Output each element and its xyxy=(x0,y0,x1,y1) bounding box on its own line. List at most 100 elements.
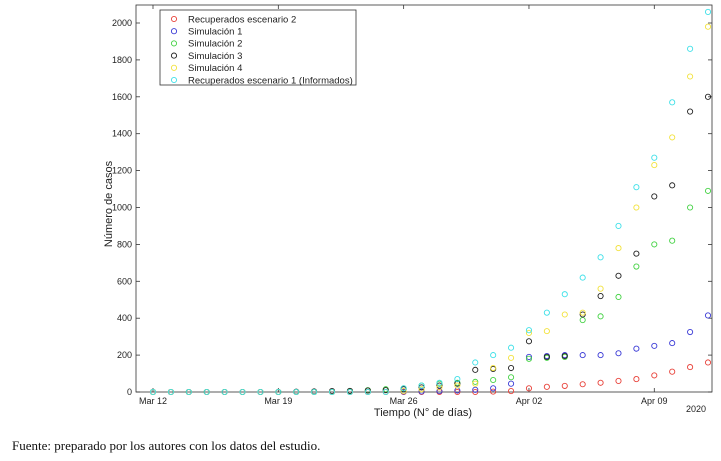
data-point xyxy=(597,313,604,320)
data-point xyxy=(633,250,640,257)
series-6 xyxy=(149,8,712,396)
data-point xyxy=(704,312,712,319)
series-4 xyxy=(149,93,712,396)
data-point xyxy=(633,263,640,270)
data-point xyxy=(508,388,515,395)
data-point xyxy=(669,368,676,375)
data-point xyxy=(579,316,586,324)
y-tick-label: 800 xyxy=(117,239,132,249)
legend-marker xyxy=(170,15,178,23)
data-point xyxy=(543,328,550,335)
data-point xyxy=(687,328,694,336)
y-tick-label: 1600 xyxy=(112,92,132,102)
data-point xyxy=(436,382,443,389)
data-point xyxy=(633,376,640,383)
y-tick-label: 400 xyxy=(117,313,132,323)
data-point xyxy=(704,23,712,30)
data-point xyxy=(311,388,318,396)
legend-marker xyxy=(170,52,178,59)
x-tick-label: Apr 02 xyxy=(516,396,543,406)
data-point xyxy=(525,385,533,392)
data-point xyxy=(490,352,497,359)
data-point xyxy=(651,342,658,349)
legend-entry: Recuperados escenario 2 xyxy=(188,14,296,25)
data-point xyxy=(221,388,228,396)
data-point xyxy=(615,222,622,229)
data-point xyxy=(525,329,533,337)
data-point xyxy=(472,388,479,396)
legend-entry: Simulación 4 xyxy=(188,63,242,74)
data-point xyxy=(490,388,497,395)
data-point xyxy=(633,184,640,191)
data-point xyxy=(490,376,497,384)
series-2 xyxy=(149,312,712,396)
y-tick-label: 0 xyxy=(127,387,132,397)
y-tick-label: 1400 xyxy=(112,129,132,139)
legend-entry: Recuperados escenario 1 (Informados) xyxy=(188,75,353,86)
x-axis: Mar 12 Mar 19 Mar 26 Apr 02 Apr 09 xyxy=(139,5,668,406)
data-point xyxy=(597,352,604,359)
data-point xyxy=(508,364,515,372)
data-point xyxy=(436,384,443,391)
x-tick-label: Apr 09 xyxy=(641,396,668,406)
legend-marker xyxy=(170,40,178,47)
data-point xyxy=(472,378,479,385)
series-1 xyxy=(149,359,712,396)
data-point xyxy=(525,338,533,345)
data-point xyxy=(382,387,389,394)
data-point xyxy=(651,162,658,169)
legend-marker xyxy=(170,28,178,35)
data-point xyxy=(472,386,479,393)
data-point xyxy=(704,359,712,366)
data-point xyxy=(508,380,515,387)
data-point xyxy=(328,388,336,396)
data-point xyxy=(597,379,604,386)
data-point xyxy=(579,381,586,388)
data-point xyxy=(418,384,425,391)
data-point xyxy=(364,388,371,396)
data-point xyxy=(293,388,300,396)
data-point xyxy=(687,73,694,80)
legend-entry: Simulación 1 xyxy=(188,27,242,38)
data-point xyxy=(579,352,586,359)
data-point xyxy=(400,385,407,392)
data-point xyxy=(615,293,622,301)
series-3 xyxy=(149,187,712,396)
data-point xyxy=(597,285,604,292)
data-point xyxy=(454,376,461,383)
x-tick-label: Mar 26 xyxy=(390,396,418,406)
recovered-cases-chart: 0 200 400 600 800 1000 1200 1400 1600 1800 2000 Ma… xyxy=(103,4,713,419)
data-point xyxy=(508,374,515,381)
data-point xyxy=(651,154,658,161)
data-point xyxy=(633,204,640,211)
data-point xyxy=(346,388,353,396)
data-point xyxy=(687,108,694,115)
data-point xyxy=(543,309,550,316)
data-point xyxy=(704,93,712,100)
data-point xyxy=(472,366,479,373)
data-point xyxy=(615,377,622,384)
y-tick-label: 2000 xyxy=(112,18,132,28)
data-point xyxy=(615,272,622,279)
data-point xyxy=(651,372,658,379)
x-tick-label: Mar 19 xyxy=(264,396,292,406)
data-point xyxy=(454,382,461,389)
legend-box xyxy=(159,9,357,86)
data-point xyxy=(579,274,586,281)
data-point xyxy=(257,388,264,396)
data-point xyxy=(651,241,658,248)
data-point xyxy=(239,388,246,396)
y-tick-label: 600 xyxy=(117,276,132,286)
data-point xyxy=(167,388,174,396)
data-point xyxy=(472,380,479,387)
data-point xyxy=(543,383,550,390)
legend-entry: Simulación 2 xyxy=(188,39,242,50)
data-point xyxy=(508,344,515,351)
data-point xyxy=(525,355,533,362)
legend-marker xyxy=(170,64,178,71)
y-axis-title: Número de casos xyxy=(103,160,115,247)
data-point xyxy=(472,359,479,366)
data-point xyxy=(561,352,568,360)
data-point xyxy=(669,182,676,189)
data-point xyxy=(704,8,712,15)
